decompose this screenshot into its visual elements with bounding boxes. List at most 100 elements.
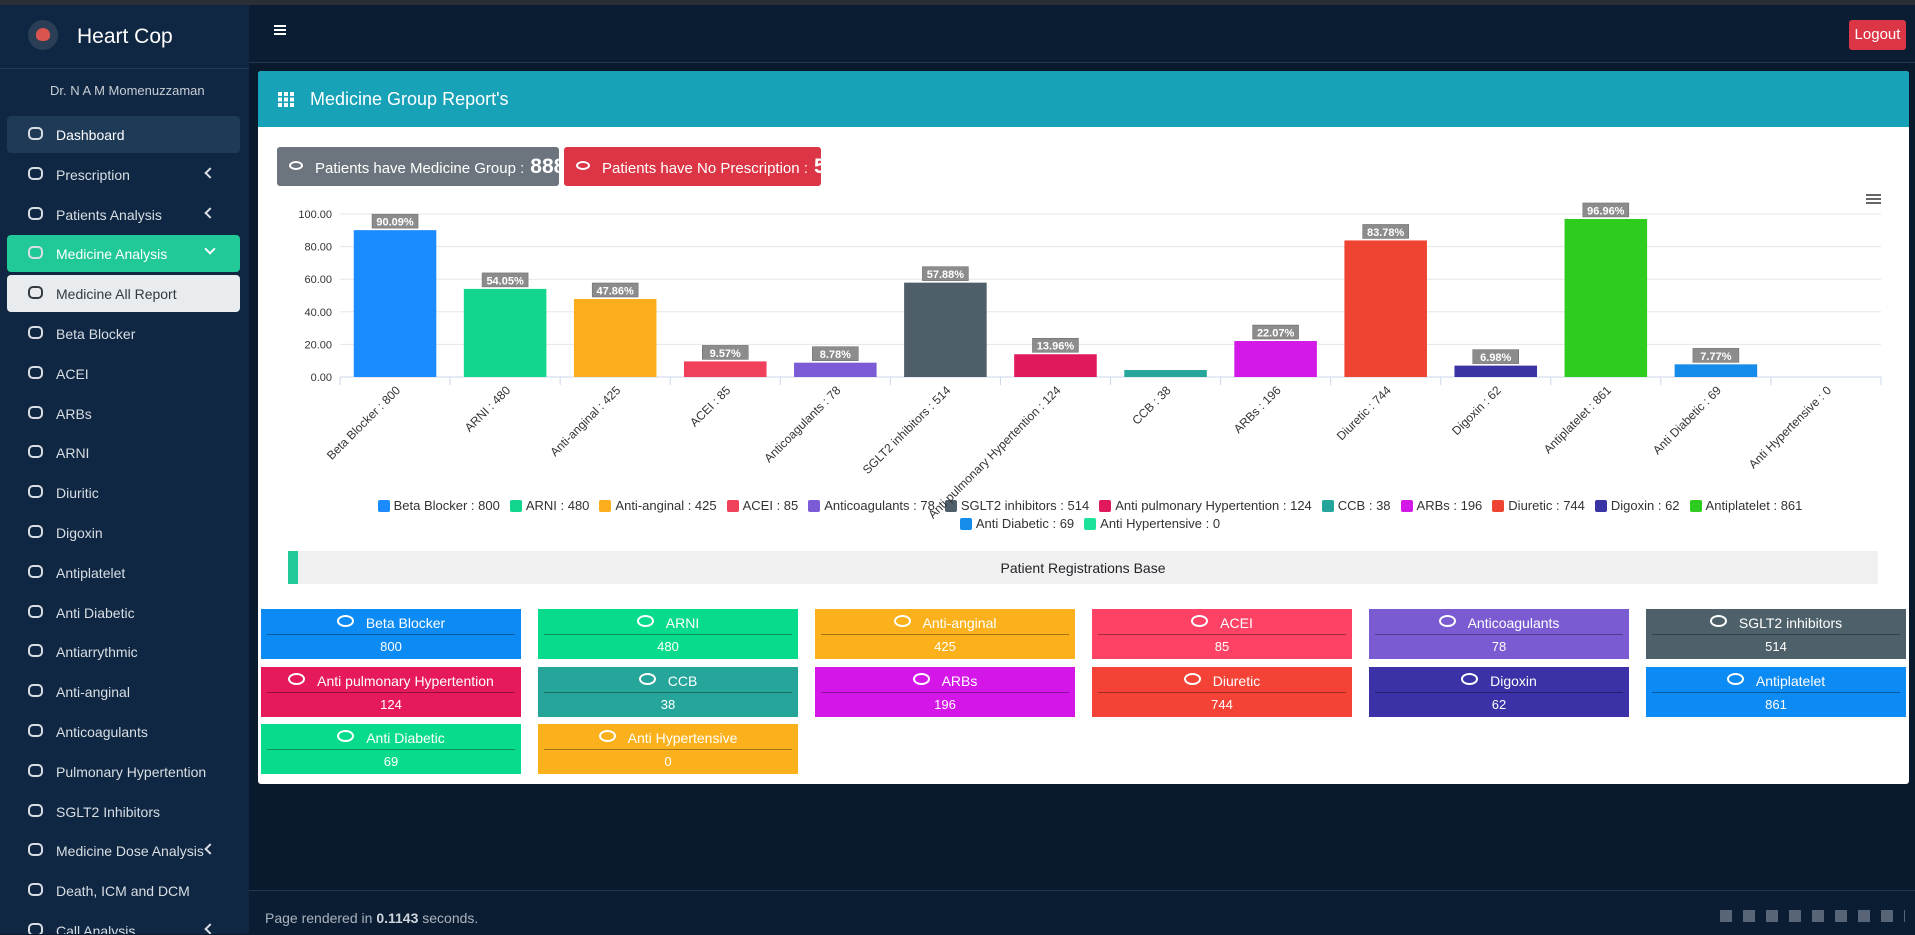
card-count: 69: [383, 754, 399, 769]
stat-card[interactable]: SGLT2 inhibitors 514: [1646, 609, 1906, 659]
eye-icon: [576, 161, 590, 170]
legend-item[interactable]: CCB : 38: [1321, 498, 1391, 513]
nav-label: Pulmonary Hypertention: [56, 763, 207, 780]
card-count: 124: [380, 696, 402, 712]
grid-icon: [278, 92, 295, 107]
card-divider: [1098, 691, 1346, 693]
nav-icon: [28, 405, 43, 419]
card-divider: [544, 749, 792, 750]
card-divider: [1098, 634, 1346, 635]
nav-item[interactable]: Prescription: [7, 156, 240, 193]
card-count: 744: [1211, 696, 1233, 712]
nav-label: ACEI: [56, 365, 89, 382]
legend-item[interactable]: Digoxin : 62: [1594, 498, 1680, 513]
card-divider: [1652, 634, 1900, 635]
stat-card[interactable]: Anti-anginal 425: [815, 609, 1075, 659]
stat-card[interactable]: Anti pulmonary Hypertention 124: [261, 666, 521, 717]
top-strip: [0, 0, 1915, 5]
legend-item[interactable]: Anti Hypertensive : 0: [1084, 516, 1220, 531]
nav-item[interactable]: ACEI: [7, 355, 240, 392]
card-name: ACEI: [1092, 615, 1352, 631]
nav-label: Medicine All Report: [56, 286, 177, 303]
nav-label: Call Analysis: [56, 923, 136, 934]
nav-item[interactable]: Medicine All Report: [7, 275, 240, 313]
nav-item[interactable]: Medicine Analysis: [7, 235, 240, 273]
nav-item[interactable]: Beta Blocker: [7, 315, 240, 352]
nav-icon: [28, 843, 43, 857]
nav-item[interactable]: ARBs: [7, 395, 240, 432]
card-name: Diuretic: [1092, 673, 1352, 689]
nav-label: Digoxin: [56, 525, 103, 541]
legend-item[interactable]: Anti-anginal : 425: [599, 498, 717, 513]
stat-card[interactable]: ARNI 480: [538, 609, 798, 659]
card-count: 425: [934, 639, 956, 654]
badge[interactable]: Patients have Medicine Group : 888: [277, 147, 565, 186]
nav-label: Anti Diabetic: [56, 604, 135, 621]
legend-item[interactable]: Beta Blocker : 800: [377, 498, 500, 513]
stat-card[interactable]: Beta Blocker 800: [261, 609, 521, 659]
nav-label: Antiplatelet: [56, 564, 126, 581]
nav-label: Anti-anginal: [56, 684, 130, 701]
card-name: Anticoagulants: [1369, 615, 1629, 631]
nav-item[interactable]: Anti Diabetic: [7, 594, 240, 631]
card-name: Antiplatelet: [1646, 673, 1906, 689]
nav-item[interactable]: Pulmonary Hypertention: [7, 753, 240, 790]
nav-item[interactable]: Antiplatelet: [7, 554, 240, 591]
stat-card[interactable]: Antiplatelet 861: [1646, 666, 1906, 717]
stat-card[interactable]: ARBs 196: [815, 666, 1075, 717]
logout-button[interactable]: Logout: [1849, 20, 1906, 50]
footer: [249, 890, 1915, 935]
nav-item[interactable]: Dashboard: [7, 116, 240, 153]
legend-item[interactable]: Anticoagulants : 78: [808, 498, 935, 513]
nav-item[interactable]: SGLT2 Inhibitors: [7, 793, 240, 830]
user-name[interactable]: Dr. N A M Momenuzzaman: [50, 83, 205, 98]
nav-label: Dashboard: [56, 127, 125, 143]
stat-card[interactable]: Digoxin 62: [1369, 666, 1629, 717]
nav-item[interactable]: Call Analysis: [7, 912, 240, 934]
nav-item[interactable]: Anticoagulants: [7, 713, 240, 750]
stat-card[interactable]: Anticoagulants 78: [1369, 609, 1629, 659]
nav-item[interactable]: Medicine Dose Analysis: [7, 832, 240, 869]
nav-icon: [28, 684, 43, 698]
legend-item[interactable]: Diuretic : 744: [1492, 498, 1585, 513]
badge[interactable]: Patients have No Prescription : 5: [564, 147, 826, 186]
legend-swatch: [509, 499, 522, 512]
chart-menu[interactable]: [1866, 194, 1881, 196]
legend-item[interactable]: Anti pulmonary Hypertention : 124: [1099, 498, 1312, 513]
card-name: SGLT2 inhibitors: [1646, 615, 1906, 631]
footer-suffix: seconds.: [422, 910, 479, 926]
menu-toggle[interactable]: [274, 25, 286, 27]
nav-item[interactable]: Patients Analysis: [7, 196, 240, 233]
legend-item[interactable]: ARBs : 196: [1400, 498, 1482, 513]
stat-card[interactable]: ACEI 85: [1092, 609, 1352, 659]
legend-swatch: [726, 499, 739, 512]
nav-label: ARNI: [56, 445, 90, 462]
legend-swatch: [944, 499, 957, 512]
legend-swatch: [1492, 499, 1505, 512]
legend-item[interactable]: Anti Diabetic : 69: [959, 516, 1074, 531]
legend-item[interactable]: ARNI : 480: [509, 498, 589, 513]
nav-item[interactable]: Death, ICM and DCM: [7, 872, 240, 909]
legend-item[interactable]: Antiplatelet : 861: [1689, 498, 1803, 513]
nav-item[interactable]: Antiarrythmic: [7, 633, 240, 670]
nav-item[interactable]: Anti-anginal: [7, 673, 240, 710]
nav-item[interactable]: ARNI: [7, 434, 240, 471]
nav-item[interactable]: Diuritic: [7, 474, 240, 511]
brand[interactable]: Heart Cop: [77, 25, 173, 48]
nav-label: Diuritic: [56, 485, 99, 502]
nav-icon: [28, 246, 43, 260]
stat-card[interactable]: CCB 38: [538, 666, 798, 717]
stat-card[interactable]: Anti Hypertensive 0: [538, 724, 798, 774]
nav-label: ARBs: [56, 405, 92, 422]
legend-item[interactable]: SGLT2 inhibitors : 514: [944, 498, 1089, 513]
legend-swatch: [1594, 499, 1607, 512]
nav-item[interactable]: Digoxin: [7, 514, 240, 551]
stat-card[interactable]: Diuretic 744: [1092, 666, 1352, 717]
card-divider: [1375, 634, 1623, 635]
stat-card[interactable]: Anti Diabetic 69: [261, 724, 521, 774]
progress-fill: [288, 551, 298, 584]
legend-label: Antiplatelet : 861: [1705, 498, 1803, 513]
nav-icon: [28, 763, 43, 777]
legend-swatch: [1084, 517, 1097, 530]
legend-item[interactable]: ACEI : 85: [726, 498, 798, 513]
